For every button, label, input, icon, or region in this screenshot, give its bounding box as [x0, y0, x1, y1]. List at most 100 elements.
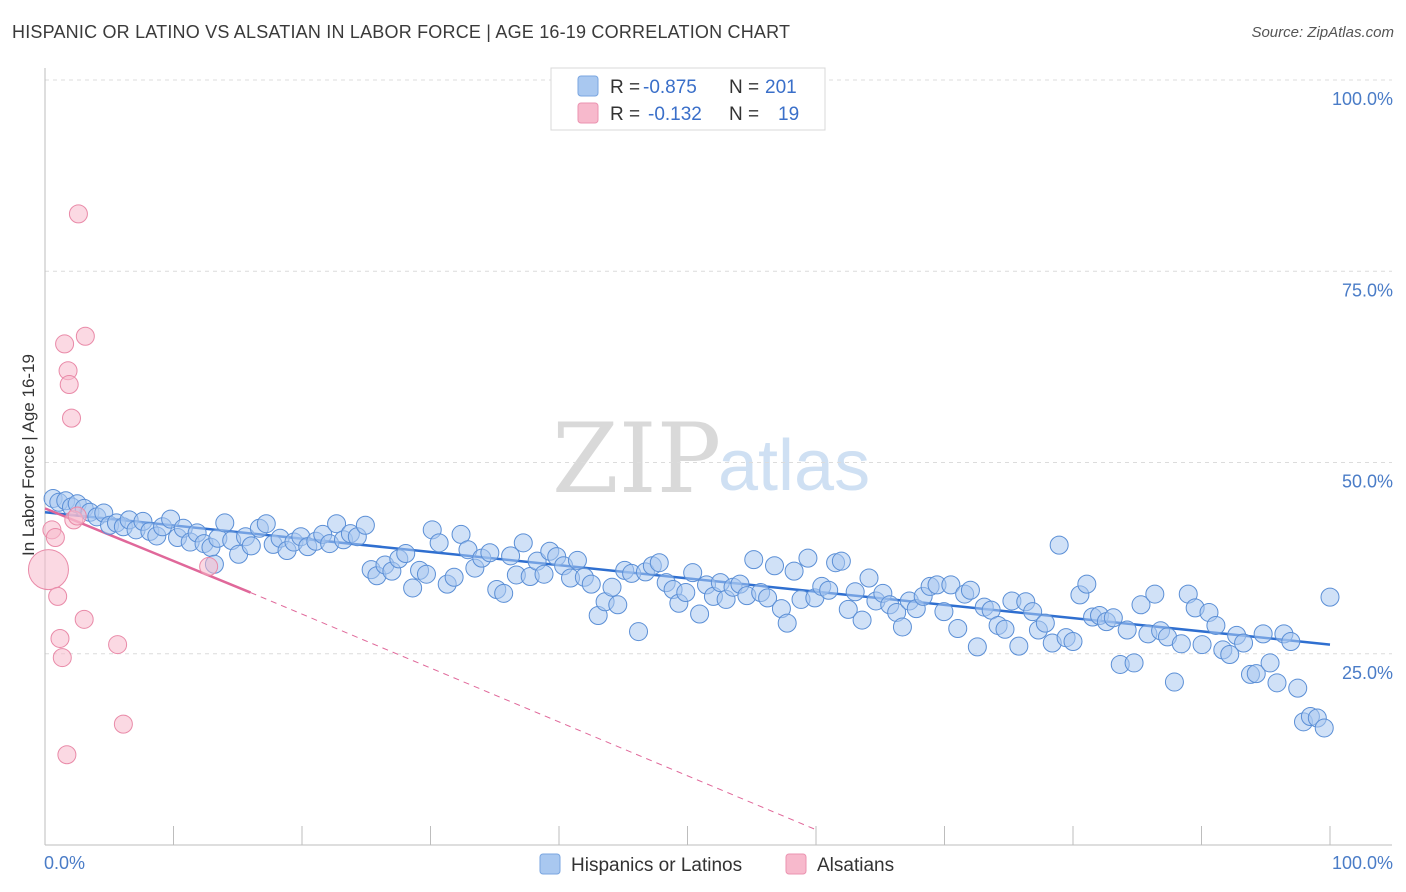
- point-hispanic: [1253, 624, 1273, 644]
- point-hispanic: [602, 577, 622, 597]
- point-hispanic: [1171, 634, 1191, 654]
- point-hispanic: [1103, 608, 1123, 628]
- point-alsatian: [57, 745, 77, 765]
- legend-r-value: -0.132: [648, 104, 702, 125]
- point-hispanic: [1234, 633, 1254, 653]
- point-hispanic: [1063, 632, 1083, 652]
- data-points: [27, 204, 1340, 765]
- point-hispanic: [960, 580, 980, 600]
- point-hispanic: [995, 619, 1015, 639]
- point-hispanic: [355, 515, 375, 535]
- point-hispanic: [1220, 645, 1240, 665]
- point-hispanic: [1260, 653, 1280, 673]
- legend-n-label: N =: [729, 104, 759, 125]
- point-hispanic: [838, 599, 858, 619]
- correlation-legend: R = -0.875 N = 201 R = -0.132 N = 19: [550, 67, 826, 131]
- point-hispanic: [1124, 653, 1144, 673]
- legend-n-label: N =: [729, 77, 759, 98]
- point-alsatian: [52, 648, 72, 668]
- point-hispanic: [1023, 602, 1043, 622]
- point-hispanic: [765, 556, 785, 576]
- x-tick-label: 100.0%: [1332, 853, 1393, 873]
- point-hispanic: [241, 536, 261, 556]
- source-credit: Source: ZipAtlas.com: [1251, 24, 1394, 41]
- point-hispanic: [429, 533, 449, 553]
- grid: [45, 79, 1392, 655]
- point-hispanic: [777, 613, 797, 633]
- point-hispanic: [501, 546, 521, 566]
- point-hispanic: [744, 550, 764, 570]
- point-alsatian: [27, 549, 69, 591]
- point-hispanic: [494, 583, 514, 603]
- point-hispanic: [256, 514, 276, 534]
- point-hispanic: [1192, 635, 1212, 655]
- point-alsatian: [68, 204, 88, 224]
- point-hispanic: [1009, 636, 1029, 656]
- point-hispanic: [444, 567, 464, 587]
- point-hispanic: [967, 637, 987, 657]
- point-alsatian: [59, 374, 79, 394]
- point-hispanic: [852, 610, 872, 630]
- point-hispanic: [758, 588, 778, 608]
- y-tick-label: 25.0%: [1342, 663, 1393, 683]
- point-hispanic: [1077, 574, 1097, 594]
- point-hispanic: [892, 617, 912, 637]
- legend-r-value: -0.875: [643, 77, 697, 98]
- point-alsatian: [199, 557, 219, 577]
- point-hispanic: [534, 564, 554, 584]
- point-alsatian: [113, 714, 133, 734]
- point-hispanic: [1281, 632, 1301, 652]
- point-alsatian: [50, 628, 70, 648]
- point-hispanic: [396, 544, 416, 564]
- point-hispanic: [1145, 584, 1165, 604]
- point-hispanic: [948, 619, 968, 639]
- y-tick-label: 100.0%: [1332, 89, 1393, 109]
- point-alsatian: [75, 326, 95, 346]
- point-hispanic: [416, 564, 436, 584]
- point-hispanic: [1206, 615, 1226, 635]
- point-hispanic: [941, 575, 961, 595]
- legend-n-value: 201: [765, 77, 797, 98]
- point-hispanic: [676, 583, 696, 603]
- point-alsatian: [108, 635, 128, 655]
- series-legend: Hispanics or Latinos Alsatians: [539, 853, 894, 876]
- point-hispanic: [784, 561, 804, 581]
- point-hispanic: [480, 543, 500, 563]
- point-hispanic: [934, 602, 954, 622]
- legend-n-value: 19: [778, 104, 799, 125]
- point-hispanic: [513, 533, 533, 553]
- legend-r-label: R =: [610, 104, 640, 125]
- legend-swatch-hispanic: [577, 75, 599, 97]
- point-hispanic: [1117, 620, 1137, 640]
- bottom-legend-swatch-alsatian: [785, 853, 807, 875]
- trend-line-alsatian-extension: [250, 592, 817, 831]
- point-hispanic: [327, 514, 347, 534]
- point-hispanic: [1049, 535, 1069, 555]
- point-hispanic: [403, 578, 423, 598]
- point-alsatian: [45, 527, 65, 547]
- point-hispanic: [845, 582, 865, 602]
- point-hispanic: [1320, 587, 1340, 607]
- point-hispanic: [629, 622, 649, 642]
- point-hispanic: [819, 580, 839, 600]
- point-alsatian: [55, 334, 75, 354]
- point-hispanic: [567, 550, 587, 570]
- y-axis-label: In Labor Force | Age 16-19: [19, 354, 38, 556]
- legend-r-label: R =: [610, 77, 640, 98]
- point-hispanic: [1246, 664, 1266, 684]
- bottom-legend-label-alsatian: Alsatians: [817, 855, 894, 876]
- point-hispanic: [458, 540, 478, 560]
- point-hispanic: [1267, 673, 1287, 693]
- y-tick-label: 75.0%: [1342, 280, 1393, 300]
- point-hispanic: [215, 513, 235, 533]
- point-hispanic: [798, 548, 818, 568]
- point-alsatian: [62, 408, 82, 428]
- point-hispanic: [1314, 718, 1334, 738]
- point-hispanic: [690, 604, 710, 624]
- legend-swatch-alsatian: [577, 102, 599, 124]
- point-hispanic: [683, 563, 703, 583]
- point-hispanic: [649, 553, 669, 573]
- point-alsatian: [48, 586, 68, 606]
- bottom-legend-swatch-hispanic: [539, 853, 561, 875]
- chart-title: HISPANIC OR LATINO VS ALSATIAN IN LABOR …: [12, 22, 791, 42]
